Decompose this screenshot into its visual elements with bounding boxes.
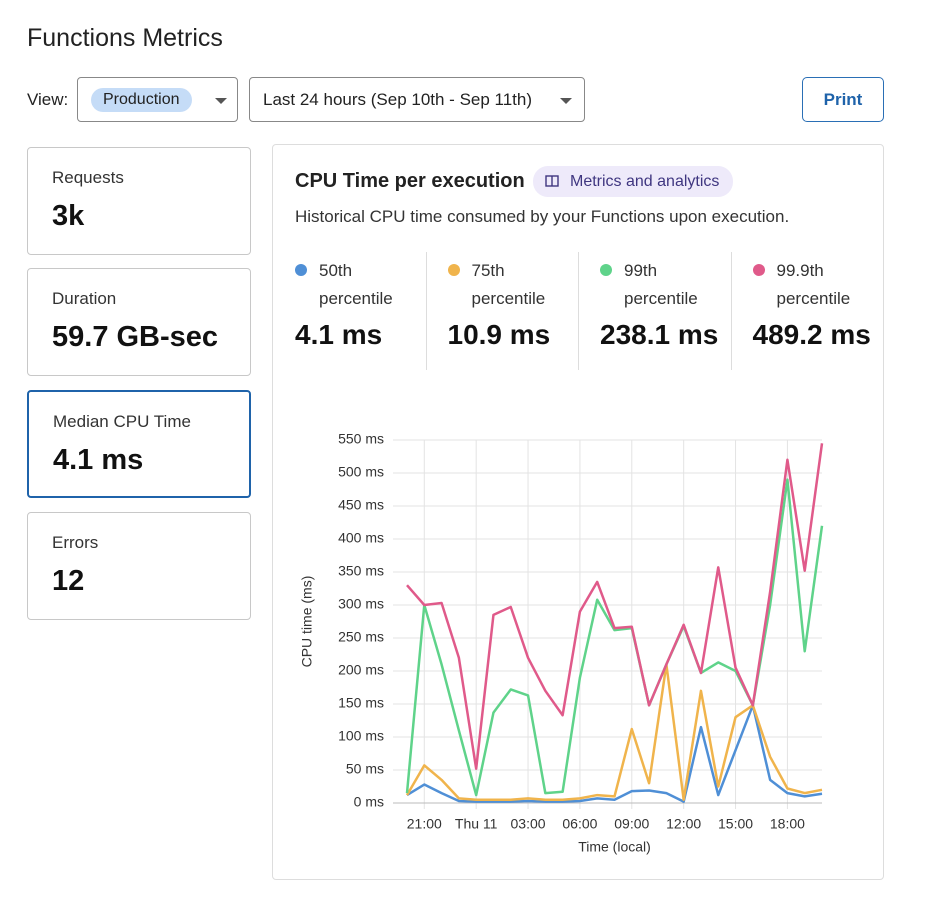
y-tick-label: 200 ms — [338, 662, 384, 678]
errors-card[interactable]: Errors 12 — [27, 512, 251, 620]
x-tick-label: 21:00 — [407, 816, 442, 832]
view-chip: Production — [91, 88, 192, 112]
docs-badge[interactable]: Metrics and analytics — [533, 166, 734, 197]
y-tick-label: 500 ms — [338, 464, 384, 480]
caret — [560, 98, 572, 104]
stat-label: 99.9th percentile — [776, 261, 851, 308]
y-tick-label: 350 ms — [338, 563, 384, 579]
cpu-card[interactable]: Median CPU Time 4.1 ms — [27, 390, 251, 498]
stat-label: 99th percentile — [624, 261, 698, 308]
view-select[interactable]: Production — [77, 77, 238, 122]
stat-value: 238.1 ms — [600, 319, 719, 350]
stat-label: 75th percentile — [471, 261, 546, 308]
y-tick-label: 400 ms — [338, 530, 384, 546]
x-tick-label: 09:00 — [614, 816, 649, 832]
y-tick-label: 0 ms — [354, 794, 384, 810]
duration-card[interactable]: Duration 59.7 GB-sec — [27, 268, 251, 376]
stat-dot — [752, 264, 765, 276]
stat-value: 10.9 ms — [447, 319, 551, 350]
series-line — [406, 443, 824, 770]
range-select[interactable]: Last 24 hours (Sep 10th - Sep 11th) — [249, 77, 585, 122]
stat-dot — [447, 264, 460, 276]
panel-description: Historical CPU time consumed by your Fun… — [295, 207, 790, 226]
chart-panel — [272, 144, 884, 880]
range-text: Last 24 hours (Sep 10th - Sep 11th) — [263, 90, 533, 109]
card-value: 12 — [52, 565, 85, 597]
stat-divider — [578, 252, 579, 370]
y-tick-label: 50 ms — [346, 761, 384, 777]
book-icon — [545, 175, 559, 187]
y-tick-label: 450 ms — [338, 497, 384, 513]
card-value: 3k — [52, 200, 85, 232]
y-tick-label: 550 ms — [338, 431, 384, 447]
stat-dot — [600, 264, 612, 276]
page-title: Functions Metrics — [27, 24, 223, 52]
card-label: Errors — [52, 533, 99, 552]
y-tick-label: 150 ms — [338, 695, 384, 711]
stat-value: 489.2 ms — [752, 319, 871, 350]
card-label: Requests — [52, 168, 124, 187]
series-line — [405, 478, 824, 797]
x-tick-label: 06:00 — [562, 816, 597, 832]
print-button[interactable]: Print — [802, 77, 884, 122]
print-label: Print — [823, 90, 863, 109]
view-label: View: — [27, 90, 69, 109]
x-tick-label: 15:00 — [718, 816, 753, 832]
x-tick-label: 03:00 — [511, 816, 546, 832]
x-axis-label: Time (local) — [578, 839, 651, 855]
y-tick-label: 100 ms — [338, 728, 384, 744]
badge-text: Metrics and analytics — [570, 173, 720, 190]
y-axis-label: CPU time (ms) — [299, 576, 315, 668]
stat-divider — [730, 252, 732, 370]
x-tick-label: Thu 11 — [455, 816, 498, 832]
x-tick-label: 18:00 — [770, 816, 805, 832]
card-value: 59.7 GB-sec — [52, 321, 219, 353]
card-label: Median CPU Time — [53, 412, 191, 431]
panel-title: CPU Time per execution — [295, 170, 525, 192]
card-label: Duration — [52, 289, 117, 308]
requests-card[interactable]: Requests 3k — [27, 147, 251, 255]
y-tick-label: 300 ms — [338, 596, 384, 612]
stat-dot — [295, 264, 307, 276]
caret — [215, 98, 227, 104]
stat-label: 50th percentile — [319, 261, 393, 308]
card-value: 4.1 ms — [53, 444, 144, 476]
y-tick-label: 250 ms — [338, 629, 384, 645]
stat-value: 4.1 ms — [295, 319, 383, 350]
x-tick-label: 12:00 — [666, 816, 701, 832]
stat-divider — [425, 252, 427, 370]
